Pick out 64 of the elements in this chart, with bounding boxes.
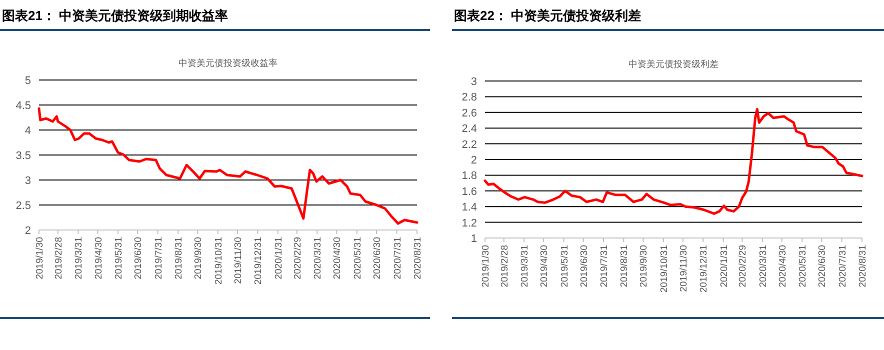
- x-tick-label: 2019/12/31: [253, 237, 264, 285]
- line-series: [38, 107, 418, 225]
- chart-title: 图表22： 中资美元债投资级利差: [454, 8, 642, 23]
- chart-subtitle: 中资美元债投资级收益率: [178, 58, 278, 68]
- x-tick-label: 2019/9/30: [193, 237, 204, 280]
- x-tick-label: 2019/4/30: [539, 245, 550, 288]
- x-tick-label: 2020/4/30: [777, 245, 788, 288]
- y-tick-label: 2.5: [16, 200, 31, 212]
- y-tick-label: 1: [470, 233, 477, 245]
- x-tick-label: 2019/8/31: [619, 245, 630, 288]
- x-tick-label: 2020/1/31: [273, 237, 284, 280]
- x-tick-label: 2020/8/31: [412, 237, 424, 280]
- chart-subtitle: 中资美元债投资级利差: [628, 59, 718, 69]
- x-tick-label: 2019/11/30: [232, 237, 244, 284]
- x-tick-label: 2020/1/31: [718, 245, 730, 288]
- x-tick-label: 2019/1/30: [480, 245, 492, 288]
- chart-title: 图表21： 中资美元债投资级到期收益率: [2, 8, 228, 23]
- y-tick-label: 4.5: [16, 100, 31, 112]
- y-tick-label: 5: [24, 75, 31, 87]
- line-series: [484, 108, 864, 215]
- x-tick-label: 2019/2/28: [53, 237, 64, 280]
- x-tick-label: 2019/1/30: [34, 237, 46, 280]
- x-tick-label: 2020/5/31: [352, 237, 364, 280]
- y-tick-label: 1.2: [462, 217, 477, 230]
- x-tick-label: 2019/7/31: [599, 245, 610, 288]
- x-tick-label: 2020/3/31: [312, 237, 324, 280]
- x-tick-label: 2019/10/31: [213, 237, 224, 285]
- x-tick-label: 2019/5/31: [113, 237, 124, 280]
- x-tick-label: 2019/11/30: [678, 245, 690, 292]
- y-tick-label: 4: [24, 125, 31, 137]
- y-tick-label: 2.2: [462, 138, 477, 151]
- x-tick-label: 2019/5/31: [559, 245, 570, 288]
- y-tick-label: 2.6: [462, 107, 477, 120]
- y-tick-label: 2.8: [462, 92, 477, 104]
- x-tick-label: 2019/7/31: [153, 237, 164, 280]
- y-tick-label: 1.6: [462, 186, 477, 198]
- x-tick-label: 2020/5/31: [798, 245, 809, 288]
- x-tick-label: 2020/3/31: [758, 245, 769, 288]
- y-tick-label: 2: [24, 225, 31, 237]
- x-tick-label: 2019/6/30: [578, 245, 590, 288]
- x-tick-label: 2020/4/30: [332, 237, 344, 280]
- x-tick-label: 2019/2/28: [499, 245, 510, 288]
- x-tick-label: 2020/2/29: [292, 237, 304, 280]
- x-tick-label: 2020/6/30: [372, 237, 384, 280]
- x-tick-label: 2019/3/31: [74, 237, 85, 280]
- x-tick-label: 2019/8/31: [174, 237, 185, 280]
- x-tick-label: 2019/4/30: [93, 237, 104, 280]
- x-tick-label: 2019/10/31: [658, 245, 670, 293]
- x-tick-label: 2020/6/30: [817, 245, 828, 288]
- x-tick-label: 2019/3/31: [520, 245, 531, 288]
- x-tick-label: 2019/6/30: [133, 237, 144, 280]
- y-tick-label: 1.4: [462, 202, 477, 214]
- x-tick-label: 2019/9/30: [638, 245, 650, 288]
- y-tick-label: 2: [470, 154, 477, 166]
- y-tick-label: 3: [470, 76, 477, 88]
- y-tick-label: 2.4: [462, 123, 477, 136]
- x-tick-label: 2020/2/29: [738, 245, 749, 288]
- y-tick-label: 3: [24, 175, 31, 187]
- x-tick-label: 2020/7/31: [392, 237, 404, 280]
- y-tick-label: 3.5: [16, 150, 31, 162]
- x-tick-label: 2019/12/31: [698, 245, 710, 293]
- x-tick-label: 2020/8/31: [858, 245, 868, 288]
- y-tick-label: 1.8: [462, 170, 477, 182]
- x-tick-label: 2020/7/31: [837, 245, 848, 288]
